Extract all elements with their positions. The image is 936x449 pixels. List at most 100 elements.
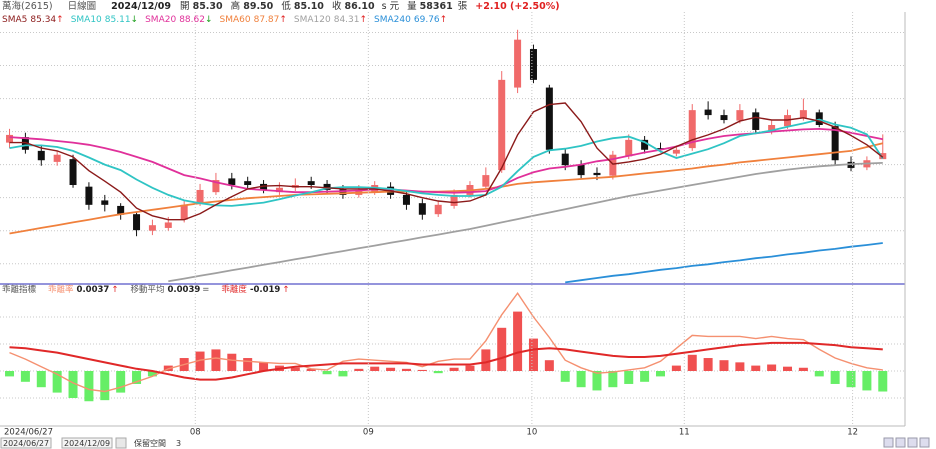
legend-name: 乖離度 — [221, 284, 247, 295]
x-tick-label: 11 — [679, 428, 690, 438]
zoom-button[interactable] — [883, 437, 894, 448]
histogram-bar — [878, 371, 888, 392]
histogram-bar — [227, 353, 237, 371]
legend-name: SMA10 — [71, 15, 102, 25]
legend-trend: ↓ — [205, 15, 213, 25]
candle-body — [625, 139, 633, 157]
histogram-bar — [84, 371, 94, 402]
candle-body — [21, 137, 29, 150]
legend-value: -0.019 — [250, 285, 280, 295]
histogram-bar — [465, 365, 475, 371]
histogram-bar — [703, 358, 713, 371]
candle-body — [244, 181, 252, 186]
histogram-bar — [290, 367, 300, 371]
histogram-bar — [306, 368, 316, 371]
reserve-value: 3 — [176, 439, 181, 448]
date: 2024/12/09 — [111, 1, 171, 12]
candle-body — [498, 79, 506, 171]
legend-name: SMA5 — [2, 15, 27, 25]
histogram-bar — [846, 371, 856, 388]
candle-body — [593, 172, 601, 176]
candle-body — [577, 164, 585, 176]
legend-name: SMA60 — [220, 15, 251, 25]
histogram-bar — [719, 360, 729, 371]
legend-trend: ↓ — [131, 15, 139, 25]
legend-value: 85.11 — [105, 15, 131, 25]
histogram-bar — [433, 371, 443, 374]
candle-body — [260, 183, 268, 190]
candle-body — [323, 183, 331, 190]
volume-label: 量 — [407, 1, 417, 12]
histogram-bar — [100, 371, 110, 401]
candle-body — [117, 205, 125, 215]
field-label: 低 — [281, 0, 291, 12]
histogram-bar — [798, 367, 808, 371]
zoom-button[interactable] — [895, 437, 906, 448]
candle-body — [307, 181, 315, 186]
legend-value: 0.0039 — [167, 285, 200, 295]
line — [9, 127, 883, 194]
legend-trend: ↑ — [360, 15, 368, 25]
candle-body — [450, 194, 458, 206]
toolbar: 2024/06/27 2024/12/09 保留空間 3 — [0, 437, 930, 449]
legend-name: 乖離率 — [48, 284, 74, 295]
histogram-bar — [528, 338, 538, 371]
volume-unit: 張 — [458, 1, 468, 12]
candle-body — [402, 194, 410, 205]
candle-body — [196, 189, 204, 204]
volume: 58361 — [420, 1, 453, 12]
x-tick-label: 12 — [847, 428, 858, 438]
start-date: 2024/06/27 — [3, 439, 49, 448]
candle-body — [768, 125, 776, 132]
histogram-bar — [36, 371, 46, 388]
legend-value: 85.34 — [30, 15, 56, 25]
date-input[interactable] — [61, 437, 113, 449]
zoom-button[interactable] — [907, 437, 918, 448]
plot-area — [5, 291, 888, 402]
candle-body — [228, 178, 236, 186]
histogram-bar — [338, 371, 348, 377]
legend-name: SMA120 — [294, 15, 331, 25]
histogram-bar — [767, 364, 777, 371]
candle-body — [672, 149, 680, 154]
legend-trend: ↑ — [111, 285, 118, 295]
histogram-bar — [513, 311, 523, 371]
unit: s 元 — [382, 1, 400, 12]
histogram-bar — [576, 371, 586, 388]
field-value: 85.10 — [294, 1, 324, 12]
legend-name: SMA240 — [374, 15, 411, 25]
field-label: 高 — [231, 0, 241, 12]
line — [168, 162, 883, 283]
legend-entry: SMA5 85.34↑ — [2, 15, 64, 25]
candle-body — [101, 200, 109, 205]
header: 萬海(2615) 日線圖 2024/12/09 開 85.30 高 89.50 … — [2, 0, 560, 12]
candle-body — [720, 115, 728, 121]
histogram-bar — [592, 371, 602, 391]
histogram-bar — [687, 354, 697, 371]
candle-body — [6, 134, 14, 143]
histogram-bar — [370, 366, 380, 371]
zoom-button[interactable] — [919, 437, 930, 448]
x-tick-label: 2024/06/27 — [4, 428, 53, 438]
histogram-bar — [608, 371, 618, 388]
legend-value: 0.0037 — [77, 285, 110, 295]
candle-body — [37, 150, 45, 161]
date-input[interactable] — [0, 437, 52, 449]
histogram-bar — [195, 351, 205, 371]
candle-body — [529, 49, 537, 80]
histogram-bar — [401, 368, 411, 371]
line — [9, 118, 884, 207]
candle-body — [434, 204, 442, 215]
histogram-bar — [116, 371, 126, 393]
view: 日線圖 — [68, 0, 97, 12]
candle-body — [752, 112, 760, 130]
histogram-bar — [211, 349, 221, 371]
end-date: 2024/12/09 — [64, 439, 110, 448]
candle-body — [799, 110, 807, 118]
candle-body — [418, 203, 426, 215]
histogram-bar — [497, 327, 507, 371]
candle-body — [339, 189, 347, 195]
histogram-bar — [640, 371, 650, 382]
histogram-bar — [783, 366, 793, 371]
apply-button[interactable] — [115, 437, 127, 449]
